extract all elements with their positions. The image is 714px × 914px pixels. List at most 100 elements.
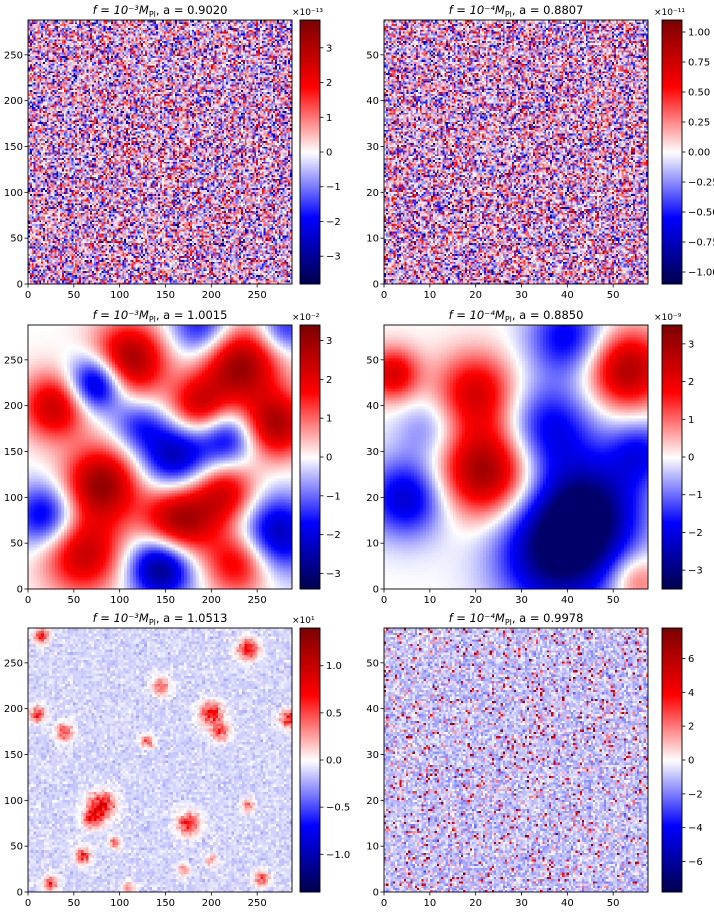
colorbar-tick-label: 1 [688,415,694,426]
x-tick-label: 100 [110,898,129,909]
x-tick-label: 50 [607,898,620,909]
x-tick-label: 30 [515,595,528,606]
y-tick-label: 10 [366,234,379,245]
colorbar-offset: ×10⁻⁹ [654,313,682,323]
heatmap-cells [28,628,292,892]
x-tick-label: 40 [561,595,574,606]
colorbar-tick-label: −1.0 [326,850,350,861]
x-tick-label: 10 [423,290,436,301]
colorbar-tick-label: −0.5 [326,803,350,814]
title-a: , a = 0.8807 [512,3,584,17]
colorbar-tick-label: −2 [688,528,703,539]
colorbar-tick-label: −4 [688,823,703,834]
x-tick-label: 0 [25,290,31,301]
x-tick-label: 250 [248,290,267,301]
title-a: , a = 1.0513 [156,611,228,625]
heatmap-cells [384,628,648,892]
colorbar-tick-label: 0 [688,756,694,767]
colorbar-tick-label: 2 [688,377,694,388]
x-tick-label: 100 [110,595,129,606]
colorbar-tick-label: 1.0 [326,661,342,672]
x-tick-label: 250 [248,898,267,909]
colorbar-tick-label: 3 [326,43,332,54]
title-a: , a = 0.9978 [512,611,584,625]
colorbar-tick-label: −1.00 [688,268,714,279]
colorbar-tick-label: 3 [326,336,332,347]
y-tick-label: 0 [17,888,23,899]
x-tick-label: 0 [25,595,31,606]
colorbar-tick-label: −2 [688,789,703,800]
colorbar-tick-label: 1 [326,113,332,124]
title-f: f = 10⁻³M [93,611,149,625]
colorbar-tick-label: 0.50 [688,88,710,99]
colorbar [300,325,320,590]
panel-title: f = 10⁻⁴MPl, a = 0.8807 [449,3,584,19]
colorbar [300,628,320,893]
heatmap-cells [384,20,648,284]
y-tick-label: 30 [366,142,379,153]
panel-title: f = 10⁻³MPl, a = 0.9020 [93,3,228,19]
x-tick-label: 40 [561,290,574,301]
title-f: f = 10⁻³M [93,3,149,17]
y-tick-label: 150 [4,750,23,761]
y-tick-label: 0 [17,280,23,291]
panel-title: f = 10⁻⁴MPl, a = 0.9978 [449,611,584,627]
y-tick-label: 100 [4,796,23,807]
y-tick-label: 10 [366,539,379,550]
x-tick-label: 0 [381,898,387,909]
y-tick-label: 10 [366,842,379,853]
colorbar-tick-label: −2 [326,530,341,541]
colorbar-offset: ×10¹ [292,616,315,626]
y-tick-label: 50 [366,355,379,366]
x-tick-label: 50 [67,290,80,301]
colorbar [662,20,682,285]
x-tick-label: 150 [156,290,175,301]
x-tick-label: 50 [607,595,620,606]
y-tick-label: 250 [4,50,23,61]
colorbar-tick-label: −3 [326,252,341,263]
colorbar-offset: ×10⁻¹¹ [654,8,685,18]
colorbar-tick-label: 0 [326,148,332,159]
y-tick-label: 0 [373,585,379,596]
x-tick-label: 40 [561,898,574,909]
x-tick-label: 30 [515,290,528,301]
panel-title: f = 10⁻³MPl, a = 1.0015 [93,308,228,324]
panel-title: f = 10⁻⁴MPl, a = 0.8850 [449,308,584,324]
y-tick-label: 50 [366,658,379,669]
colorbar-tick-label: 2 [326,375,332,386]
x-tick-label: 10 [423,595,436,606]
x-tick-label: 50 [67,595,80,606]
x-tick-label: 20 [469,898,482,909]
heatmap-cells [28,325,293,590]
y-tick-label: 0 [373,888,379,899]
x-tick-label: 30 [515,898,528,909]
colorbar [300,20,320,285]
title-a: , a = 0.8850 [512,308,584,322]
title-subscript: Pl [149,10,156,19]
y-tick-label: 250 [4,658,23,669]
y-tick-label: 100 [4,188,23,199]
colorbar-tick-label: −1 [688,490,703,501]
colorbar-tick-label: 0 [688,453,694,464]
y-tick-label: 20 [366,188,379,199]
colorbar-tick-label: −3 [326,569,341,580]
title-f: f = 10⁻⁴M [449,308,505,322]
title-f: f = 10⁻⁴M [449,3,505,17]
x-tick-label: 50 [607,290,620,301]
y-tick-label: 150 [4,142,23,153]
y-tick-label: 50 [10,539,23,550]
y-tick-label: 40 [366,401,379,412]
colorbar-tick-label: 0.75 [688,58,710,69]
colorbar-tick-label: −0.50 [688,208,714,219]
x-tick-label: 0 [381,595,387,606]
x-tick-label: 200 [202,595,221,606]
y-tick-label: 0 [17,585,23,596]
colorbar-offset: ×10⁻² [292,313,320,323]
colorbar-tick-label: 0.25 [688,118,710,129]
y-tick-label: 50 [10,842,23,853]
heatmap-cells [384,325,649,590]
colorbar-tick-label: 3 [688,339,694,350]
